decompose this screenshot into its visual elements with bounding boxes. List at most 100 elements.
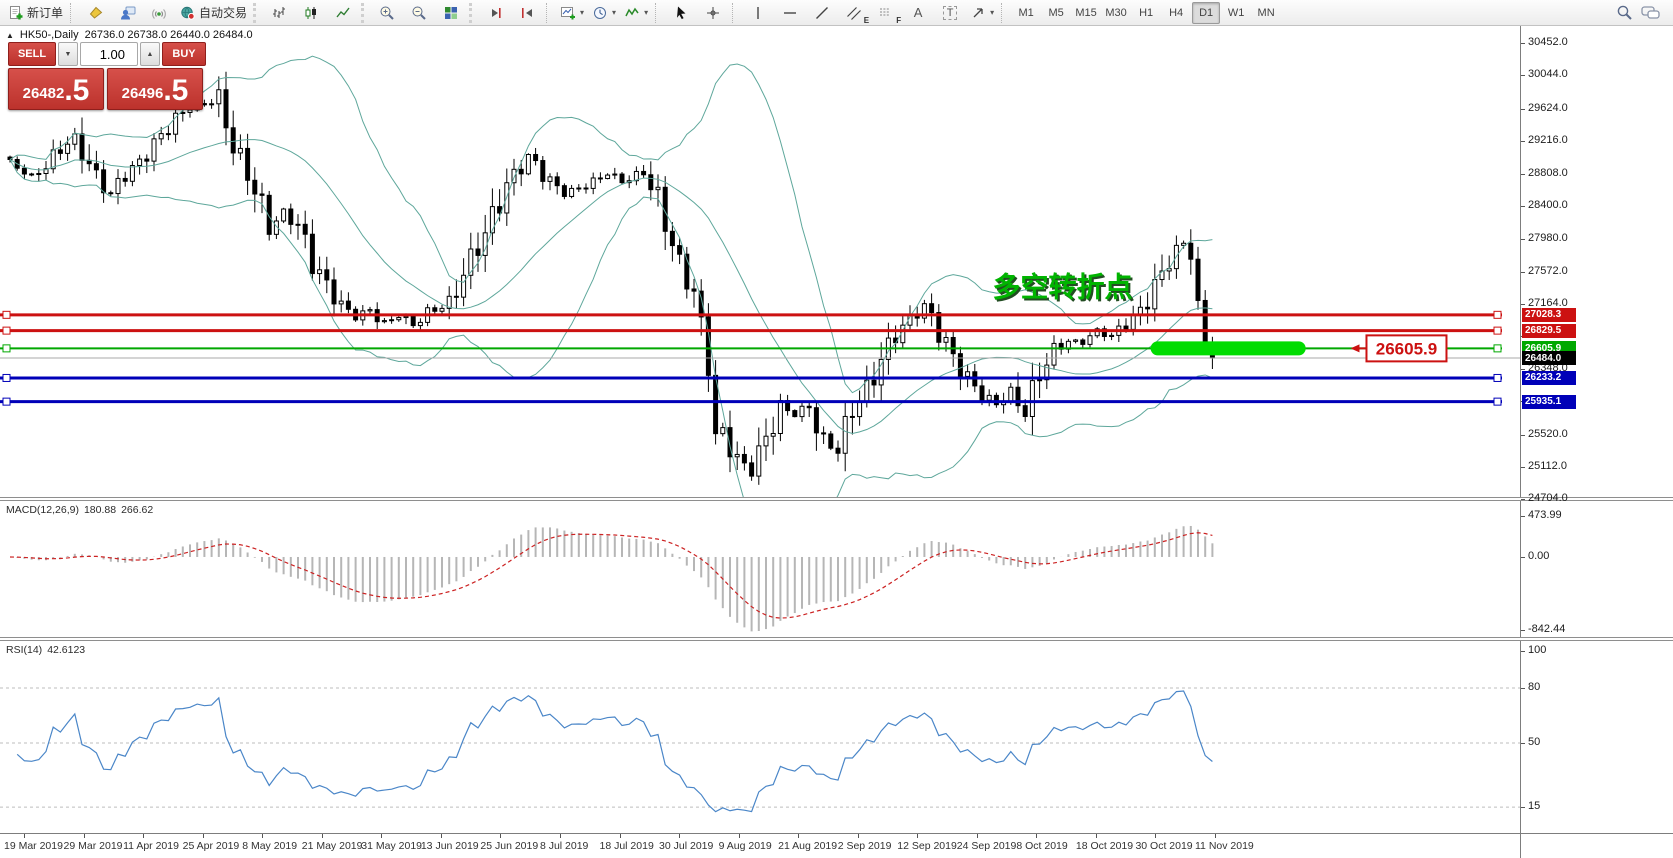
rsi-axis[interactable]: 100 80 50 15 [1520, 641, 1673, 833]
price-chart-pane[interactable]: 多空转折点 多空转折点 26605.9 ▲ HK50-,Daily 26736.0 … [0, 26, 1520, 497]
timeframe-H4[interactable]: H4 [1169, 6, 1184, 19]
autotrading-button[interactable]: 自动交易 [176, 1, 251, 25]
zoom-out-icon [412, 6, 426, 20]
signals-button[interactable] [144, 1, 176, 25]
new-chart-icon [561, 6, 576, 19]
volume-increase-button[interactable]: ▲ [140, 42, 160, 66]
timeframe-W1[interactable]: W1 [1227, 6, 1245, 19]
buy-price-box[interactable]: 26496 .5 [107, 68, 203, 110]
profile-icon [89, 6, 103, 19]
time-axis[interactable]: 19 Mar 2019 29 Mar 2019 11 Apr 2019 25 Apr … [0, 833, 1673, 858]
bollinger-upper [9, 55, 1213, 394]
zoom-out-button[interactable] [403, 1, 435, 25]
equidistant-channel-button[interactable]: E [838, 1, 870, 25]
profile-button[interactable] [80, 1, 112, 25]
rsi-pane[interactable]: RSI(14) 42.6123 [0, 641, 1520, 833]
pane-separator[interactable] [0, 637, 1673, 641]
macd-pane[interactable]: MACD(12,26,9) 180.88 266.62 [0, 501, 1520, 637]
price-tick-label: 29216.0 [1521, 134, 1568, 147]
macd-axis[interactable]: 473.99 0.00 -842.44 [1520, 501, 1673, 637]
level-handle[interactable] [2, 373, 11, 382]
cursor-button[interactable] [665, 1, 697, 25]
callout-box[interactable] [1365, 334, 1448, 363]
dropdown-caret: ▾ [612, 8, 617, 17]
tile-windows-button[interactable] [435, 1, 467, 25]
toolbar-separator [732, 2, 739, 23]
macd-canvas[interactable] [0, 501, 1520, 637]
timeframe-M1[interactable]: M1 [1018, 6, 1034, 19]
crosshair-icon [707, 6, 720, 19]
volume-input[interactable] [80, 42, 138, 66]
chart-shift-button[interactable] [511, 1, 543, 25]
search-icon[interactable] [1616, 4, 1633, 21]
macd-tick-label: -842.44 [1520, 622, 1566, 635]
date-tick [976, 834, 978, 838]
horizontal-line-button[interactable] [774, 1, 806, 25]
sell-button[interactable]: SELL [8, 42, 56, 66]
timeframe-D1[interactable]: D1 [1192, 1, 1221, 24]
axis-corner-line [1520, 834, 1521, 858]
fibonacci-button[interactable]: F [870, 1, 902, 25]
rsi-canvas[interactable] [0, 641, 1520, 833]
turning-point-highlight[interactable] [1150, 341, 1306, 356]
macd-tick-label: 0.00 [1520, 549, 1550, 562]
channel-letter: E [863, 15, 870, 25]
macd-label: MACD(12,26,9) 180.88 266.62 [6, 504, 153, 516]
indicators-dropdown[interactable]: ▾ [620, 1, 652, 25]
community-button[interactable] [112, 1, 144, 25]
level-handle[interactable] [2, 326, 11, 335]
candlestick-chart-icon [305, 6, 317, 19]
level-handle[interactable] [1493, 373, 1502, 382]
macd-name: MACD(12,26,9) [6, 504, 79, 516]
date-label: 11 Nov 2019 [1195, 840, 1254, 852]
toolbar-right-icons [1616, 4, 1669, 21]
text-button[interactable]: A [902, 1, 934, 25]
price-axis[interactable]: 30452.0 30044.0 29624.0 29216.0 28808.0 28400… [1520, 26, 1673, 504]
sell-price-box[interactable]: 26482 .5 [8, 68, 104, 110]
new-order-button[interactable]: 新订单 [4, 1, 67, 25]
date-tick [1155, 834, 1157, 838]
buy-price-fraction: .5 [163, 74, 189, 107]
date-tick [679, 834, 681, 838]
level-handle[interactable] [1493, 326, 1502, 335]
level-handle[interactable] [1493, 397, 1502, 406]
level-handle[interactable] [2, 397, 11, 406]
crosshair-button[interactable] [697, 1, 729, 25]
annotation-text[interactable]: 多空转折点 [993, 271, 1133, 303]
date-tick [917, 834, 919, 838]
buy-button[interactable]: BUY [162, 42, 206, 66]
chat-icon[interactable] [1641, 5, 1661, 21]
timeframe-M15[interactable]: M15 [1075, 6, 1097, 19]
pane-separator[interactable] [0, 497, 1673, 501]
level-handle[interactable] [1493, 344, 1502, 353]
text-label-button[interactable]: T [934, 1, 966, 25]
sell-price-fraction: .5 [64, 74, 90, 107]
level-handle[interactable] [2, 310, 11, 319]
price-tick-label: 30044.0 [1521, 68, 1568, 81]
level-handle[interactable] [1493, 310, 1502, 319]
candlestick-chart-button[interactable] [295, 1, 327, 25]
volume-decrease-button[interactable]: ▼ [58, 42, 78, 66]
line-chart-button[interactable] [327, 1, 359, 25]
level-handle[interactable] [2, 344, 11, 353]
bar-chart-button[interactable] [263, 1, 295, 25]
trendline-button[interactable] [806, 1, 838, 25]
new-chart-dropdown[interactable]: ▾ [556, 1, 588, 25]
timeframe-M5[interactable]: M5 [1048, 6, 1064, 19]
timeframe-M30[interactable]: M30 [1105, 6, 1127, 19]
tile-windows-icon [445, 6, 458, 19]
timeframe-H1[interactable]: H1 [1139, 6, 1154, 19]
text-tool-glyph: A [913, 5, 923, 20]
oneclick-collapse-toggle[interactable]: ▲ [6, 30, 14, 40]
date-tick [1036, 834, 1038, 838]
date-tick [857, 834, 859, 838]
timeframe-MN[interactable]: MN [1257, 6, 1275, 19]
vertical-line-button[interactable] [742, 1, 774, 25]
date-label: 25 Jun 2019 [480, 840, 539, 852]
zoom-in-button[interactable] [371, 1, 403, 25]
periods-dropdown[interactable]: ▾ [588, 1, 620, 25]
arrows-dropdown[interactable]: ▾ [966, 1, 998, 25]
auto-scroll-button[interactable] [479, 1, 511, 25]
date-label: 12 Sep 2019 [897, 840, 957, 852]
